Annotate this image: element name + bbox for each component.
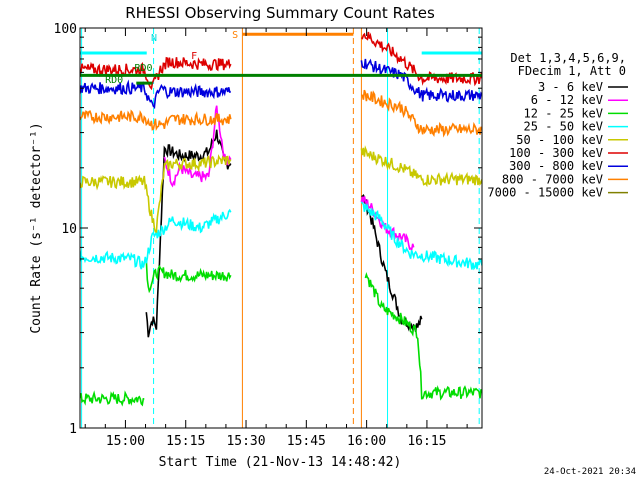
series-0-segment-0 bbox=[145, 129, 232, 338]
series-0-segment-1 bbox=[361, 194, 423, 333]
x-tick-label-5: 16:15 bbox=[407, 434, 446, 449]
legend-label-6: 300 - 800 keV bbox=[509, 159, 603, 173]
x-axis: 15:00 15:15 15:30 15:45 16:00 16:15 bbox=[84, 28, 468, 449]
series-4-segment-0 bbox=[80, 154, 232, 233]
x-tick-label-1: 15:15 bbox=[166, 434, 205, 449]
y-tick-label-2: 100 bbox=[54, 22, 77, 37]
chart-title: RHESSI Observing Summary Count Rates bbox=[125, 4, 435, 22]
y-tick-label-1: 10 bbox=[61, 222, 77, 237]
legend-label-8: 7000 - 15000 keV bbox=[487, 186, 603, 200]
annotation-1: F bbox=[191, 51, 197, 62]
legend-label-0: 3 - 6 keV bbox=[538, 80, 603, 94]
series-1-segment-1 bbox=[360, 196, 415, 253]
series-1-segment-0 bbox=[163, 105, 232, 188]
annotation-3: RD0 bbox=[105, 75, 123, 86]
plot-area: N F S RD0 RD0 bbox=[80, 28, 482, 428]
series-2-segment-1 bbox=[145, 259, 232, 294]
annotation-0: N bbox=[151, 33, 157, 44]
timestamp: 24-Oct-2021 20:34 bbox=[544, 467, 636, 477]
series-7-segment-0 bbox=[80, 109, 232, 132]
series-2-segment-0 bbox=[80, 390, 145, 407]
y-tick-label-0: 1 bbox=[69, 422, 77, 437]
series-5-segment-0 bbox=[80, 56, 232, 91]
legend-label-5: 100 - 300 keV bbox=[509, 146, 603, 160]
legend-header-1: FDecim 1, Att 0 bbox=[518, 64, 626, 78]
legend: Det 1,3,4,5,6,9,FDecim 1, Att 0 3 - 6 keV… bbox=[487, 51, 628, 200]
legend-header-0: Det 1,3,4,5,6,9, bbox=[510, 51, 626, 65]
series-3-segment-0 bbox=[80, 208, 232, 270]
y-axis: 1 10 100 bbox=[54, 22, 482, 437]
x-axis-label: Start Time (21-Nov-13 14:48:42) bbox=[159, 455, 402, 470]
series-4-segment-1 bbox=[360, 145, 482, 188]
legend-label-7: 800 - 7000 keV bbox=[502, 172, 603, 186]
legend-label-1: 6 - 12 keV bbox=[531, 93, 603, 107]
series-3-segment-1 bbox=[360, 201, 482, 271]
x-tick-label-2: 15:30 bbox=[226, 434, 265, 449]
y-axis-label: Count Rate (s⁻¹ detector⁻¹) bbox=[29, 122, 44, 333]
legend-label-4: 50 - 100 keV bbox=[516, 133, 603, 147]
legend-label-3: 25 - 50 keV bbox=[524, 120, 603, 134]
series-7-segment-1 bbox=[361, 89, 482, 138]
x-tick-label-0: 15:00 bbox=[106, 434, 145, 449]
annotation-4: RD0 bbox=[134, 63, 152, 74]
legend-label-2: 12 - 25 keV bbox=[524, 106, 603, 120]
annotation-2: S bbox=[232, 30, 238, 41]
series-6-segment-0 bbox=[80, 79, 231, 110]
series-6-segment-1 bbox=[360, 58, 482, 103]
x-tick-label-3: 15:45 bbox=[287, 434, 326, 449]
x-tick-label-4: 16:00 bbox=[347, 434, 386, 449]
series-5-segment-1 bbox=[360, 31, 482, 87]
series-2-segment-2 bbox=[364, 271, 482, 401]
